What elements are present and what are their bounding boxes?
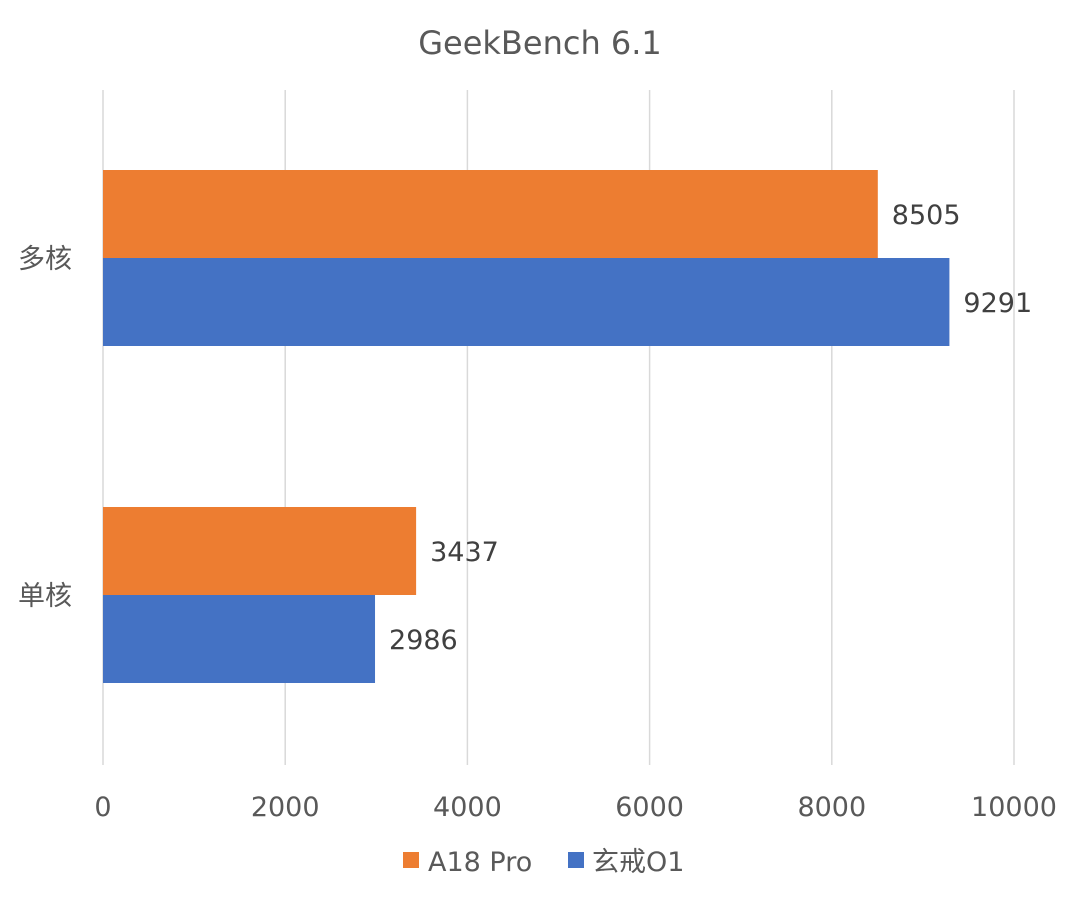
x-tick-label: 6000: [615, 792, 684, 823]
chart-title: GeekBench 6.1: [418, 24, 662, 62]
x-tick-label: 8000: [797, 792, 866, 823]
data-labels: 8505 9291 3437 2986: [389, 200, 1032, 656]
legend: A18 Pro 玄戒O1: [403, 847, 684, 878]
category-label: 单核: [18, 581, 72, 612]
x-tick-label: 4000: [433, 792, 502, 823]
bar: [103, 595, 376, 683]
bar: [103, 507, 417, 595]
data-label: 2986: [389, 625, 458, 656]
bar: [103, 170, 878, 258]
data-label: 8505: [892, 200, 961, 231]
bars: [103, 170, 950, 683]
category-label: 多核: [18, 244, 72, 275]
legend-item: 玄戒O1: [568, 847, 684, 878]
data-label: 9291: [963, 288, 1032, 319]
x-tick-labels: 0 2000 4000 6000 8000 10000: [94, 792, 1057, 823]
data-label: 3437: [430, 537, 499, 568]
x-tick-label: 10000: [971, 792, 1057, 823]
legend-swatch: [568, 852, 584, 868]
legend-label: A18 Pro: [428, 847, 532, 878]
legend-item: A18 Pro: [403, 847, 532, 878]
x-tick-label: 2000: [251, 792, 320, 823]
bar: [103, 258, 950, 346]
x-tick-label: 0: [94, 792, 111, 823]
legend-swatch: [403, 852, 419, 868]
legend-label: 玄戒O1: [592, 847, 684, 878]
